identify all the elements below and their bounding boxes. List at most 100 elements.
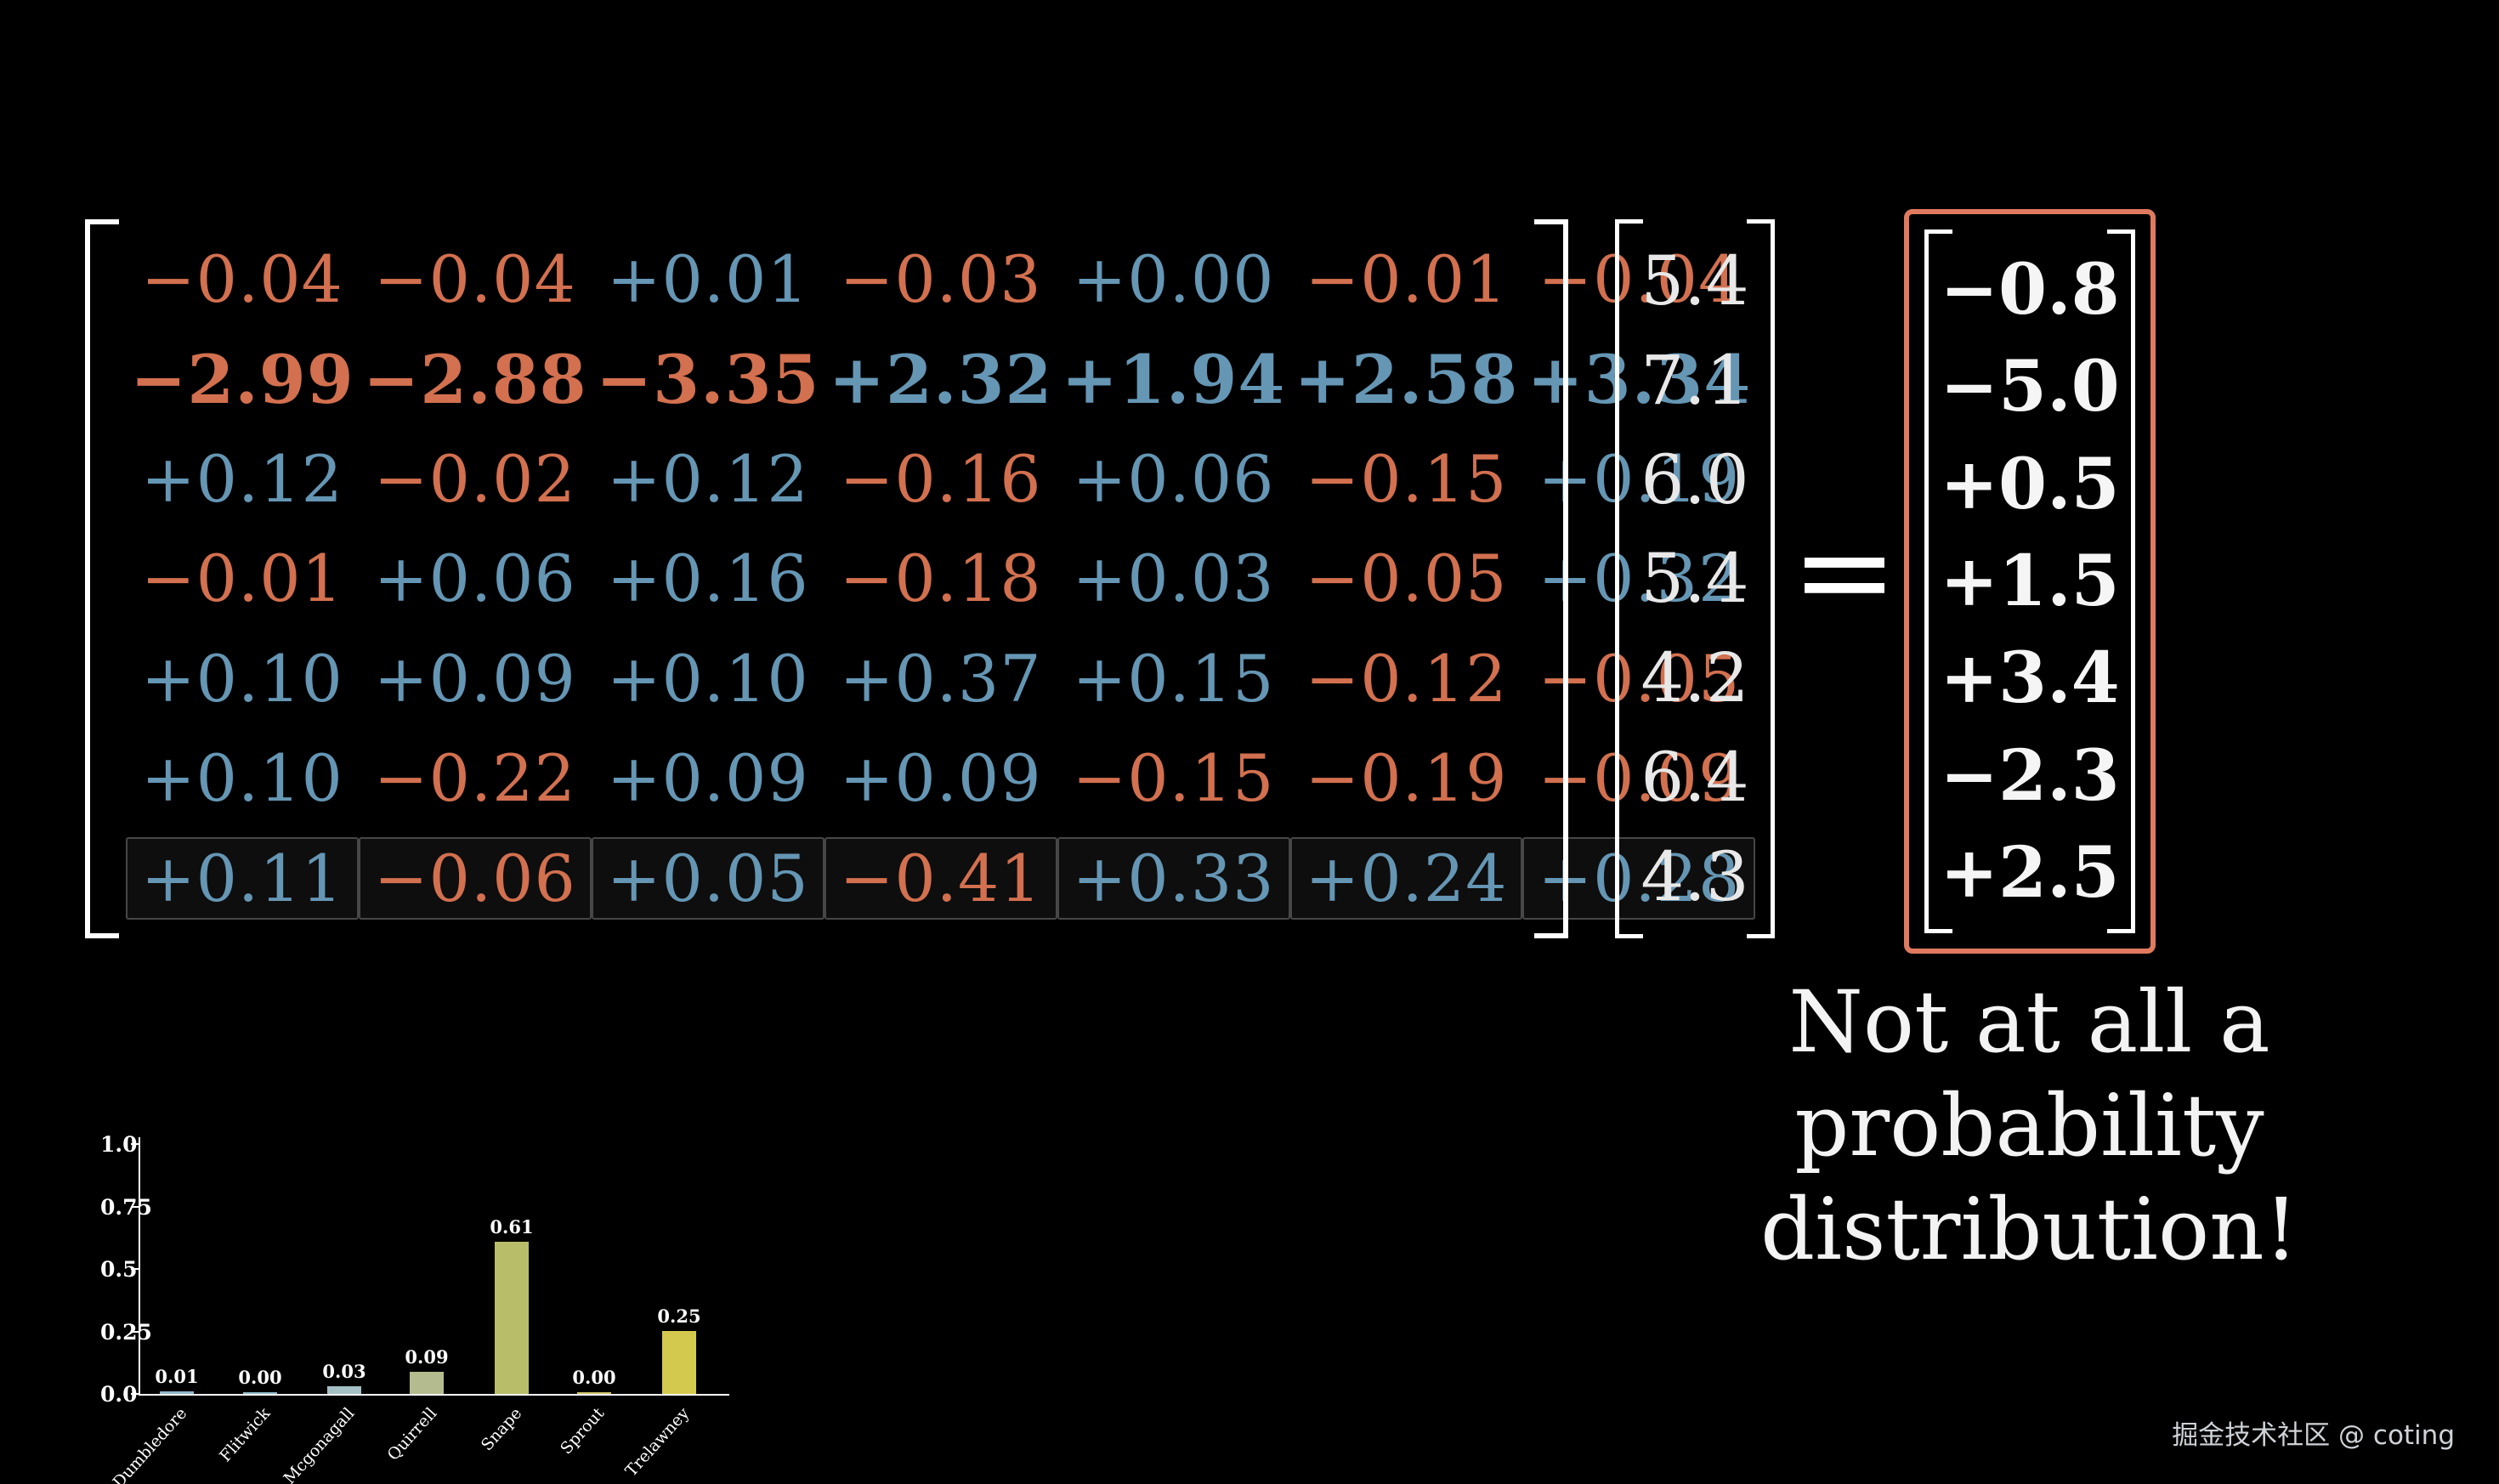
matrix-value: +0.37 xyxy=(839,640,1042,717)
matrix-value: +2.58 xyxy=(1294,339,1519,419)
matrix-value: +0.09 xyxy=(606,740,809,817)
matrix-cell: −0.15 xyxy=(1057,728,1290,828)
bar-value-label: 0.01 xyxy=(155,1366,199,1387)
matrix-value: −3.35 xyxy=(595,339,820,419)
matrix-value: −0.41 xyxy=(824,836,1057,920)
matrix-value: +0.06 xyxy=(373,541,576,617)
matrix-value: +0.10 xyxy=(141,740,343,817)
matrix-value: +0.24 xyxy=(1289,836,1523,920)
watermark: 掘金技术社区 @ coting xyxy=(2172,1420,2455,1451)
bar-category-label: Sprout xyxy=(557,1404,609,1459)
matrix-value: +0.16 xyxy=(606,541,809,617)
matrix-cell: +0.12 xyxy=(126,429,359,529)
matrix-value: −0.22 xyxy=(373,740,576,817)
matrix-value: −0.02 xyxy=(373,441,576,518)
matrix-right-bracket xyxy=(1534,219,1568,938)
bar xyxy=(577,1392,611,1394)
matrix-value: +0.10 xyxy=(606,640,809,717)
matrix-cell: −0.04 xyxy=(126,229,359,329)
matrix-value: −0.15 xyxy=(1072,740,1275,817)
matrix-cell: −0.01 xyxy=(1290,229,1523,329)
output-vector-right-bracket xyxy=(2107,229,2135,933)
matrix-cell: −2.88 xyxy=(359,329,592,428)
matrix-cell: −2.99 xyxy=(126,329,359,428)
bar xyxy=(160,1391,194,1394)
y-tick-label: 0.0 xyxy=(100,1382,138,1407)
matrix-value: −0.06 xyxy=(358,836,592,920)
matrix-value: +0.05 xyxy=(591,836,824,920)
matrix-cell: +0.10 xyxy=(126,728,359,828)
matrix-cell: −0.05 xyxy=(1522,629,1755,728)
output-vector-values: −0.8 −5.0 +0.5 +1.5 +3.4 −2.3 +2.5 xyxy=(1940,241,2119,921)
output-vector-box: −0.8 −5.0 +0.5 +1.5 +3.4 −2.3 +2.5 xyxy=(1904,209,2156,954)
bar-value-label: 0.09 xyxy=(405,1346,449,1368)
bar-value-label: 0.61 xyxy=(490,1216,534,1238)
matrix-value: +0.28 xyxy=(1522,836,1756,920)
matrix-value: −0.12 xyxy=(1305,640,1508,717)
matrix-cell: −0.05 xyxy=(1290,529,1523,628)
y-tick-label: 1.0 xyxy=(100,1132,138,1157)
matrix-cell: +2.32 xyxy=(824,329,1057,428)
y-tick-label: 0.5 xyxy=(100,1257,138,1282)
x-axis xyxy=(139,1394,729,1396)
input-vector-left-bracket xyxy=(1615,219,1643,938)
caption: Not at all a probability distribution! xyxy=(1560,971,2499,1282)
matrix-value: +0.32 xyxy=(1538,541,1741,617)
matrix-cell: −3.35 xyxy=(592,329,824,428)
input-vector: 5.4 7.1 6.0 5.4 4.2 6.4 4.3 xyxy=(1615,219,1775,938)
output-vector-value: −5.0 xyxy=(1940,346,2120,428)
caption-line-2: probability distribution! xyxy=(1760,1076,2298,1279)
matrix-value: −0.04 xyxy=(141,241,343,318)
bar xyxy=(662,1331,696,1394)
matrix-cell: +0.16 xyxy=(592,529,824,628)
bar-value-label: 0.00 xyxy=(238,1367,282,1388)
matrix-cell: −0.15 xyxy=(1290,429,1523,529)
matrix-cell: −0.22 xyxy=(359,728,592,828)
y-tick xyxy=(131,1205,139,1208)
matrix-cell: +2.58 xyxy=(1290,329,1523,428)
matrix-value: −0.04 xyxy=(1538,241,1741,318)
bar-category-label: Snape xyxy=(477,1404,526,1455)
matrix-cell: −0.02 xyxy=(359,429,592,529)
matrix-cell: −0.09 xyxy=(1522,728,1755,828)
matrix-value: −0.18 xyxy=(839,541,1042,617)
matrix-value: +0.33 xyxy=(1057,836,1290,920)
weight-matrix: −0.04 −0.04 +0.01 −0.03 +0.00 −0.01 −0.04 −2.99… xyxy=(85,219,1756,938)
bar-category-label: Quirrell xyxy=(383,1404,441,1464)
matrix-value: −0.19 xyxy=(1305,740,1508,817)
bar-value-label: 0.03 xyxy=(322,1361,366,1382)
matrix-value: +0.01 xyxy=(606,241,809,318)
matrix-value: +0.03 xyxy=(1072,541,1275,617)
matrix-value: +0.09 xyxy=(839,740,1042,817)
matrix-value: +0.09 xyxy=(373,640,576,717)
output-vector-value: −0.8 xyxy=(1940,249,2120,331)
matrix-value: −0.04 xyxy=(373,241,576,318)
matrix-value: −0.15 xyxy=(1305,441,1508,518)
output-vector-value: +1.5 xyxy=(1940,540,2120,622)
output-vector-value: +3.4 xyxy=(1940,637,2120,720)
input-vector-value: 7.1 xyxy=(1640,340,1749,420)
bar-category-label: Dumbledore xyxy=(109,1404,191,1484)
matrix-value: +1.94 xyxy=(1061,339,1286,419)
output-vector-value: +0.5 xyxy=(1940,443,2120,525)
matrix-value: −0.01 xyxy=(141,541,343,617)
output-vector-value: −2.3 xyxy=(1940,734,2120,817)
probability-bar-chart: 1.0 0.75 0.5 0.25 0.0 0.01 Dumbledore 0.00 Flitw… xyxy=(100,1122,814,1484)
bar-category-label: Mcgonagall xyxy=(280,1404,359,1484)
input-vector-value: 5.4 xyxy=(1640,539,1749,619)
matrix-cell: +0.10 xyxy=(126,629,359,728)
matrix-cell: −0.16 xyxy=(824,429,1057,529)
matrix-cell: −0.18 xyxy=(824,529,1057,628)
y-tick xyxy=(131,1143,139,1145)
matrix-value: −0.16 xyxy=(839,441,1042,518)
matrix-value: +0.06 xyxy=(1072,441,1275,518)
equals-sign: = xyxy=(1791,498,1898,646)
matrix-value: +0.12 xyxy=(606,441,809,518)
output-vector-value: +2.5 xyxy=(1940,831,2120,914)
matrix-cell: +0.24 xyxy=(1289,829,1523,928)
matrix-cell: +0.09 xyxy=(359,629,592,728)
matrix-value: −2.88 xyxy=(363,339,587,419)
matrix-cell: +0.09 xyxy=(592,728,824,828)
matrix-value: −0.05 xyxy=(1538,640,1741,717)
matrix-cell: +0.03 xyxy=(1057,529,1290,628)
